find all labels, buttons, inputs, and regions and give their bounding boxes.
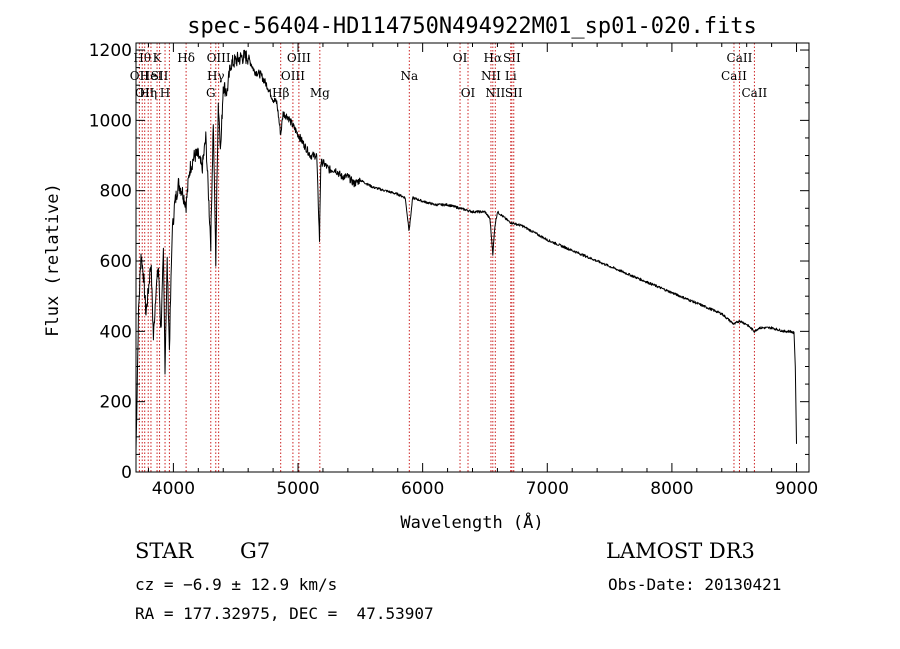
spectral-line-label: Hα [484,51,503,65]
x-tick-label: 5000 [276,479,319,499]
y-tick-label: 200 [100,393,132,413]
spectral-line-label: CaII [741,86,767,100]
spectral-line-label: Hδ [177,51,195,65]
chart-title: spec-56404-HD114750N494922M01_sp01-020.f… [187,14,757,39]
x-tick-label: 8000 [650,479,693,499]
spectral-line-label: NII [485,86,505,100]
spectral-line-label: Hη [139,86,157,100]
spectral-line-label: Mg [310,86,330,100]
y-tick-label: 400 [100,322,132,342]
spectral-line-label: OI [461,86,476,100]
redshift-readout: cz = −6.9 ± 12.9 km/s [135,575,338,594]
x-axis-label: Wavelength (Å) [400,511,543,533]
spectral-line-label: G [206,86,216,100]
spectral-line-label: OII [135,86,155,100]
y-tick-label: 1000 [89,111,132,131]
coordinates-readout: RA = 177.32975, DEC = 47.53907 [135,604,434,623]
survey-name: LAMOST DR3 [606,539,755,563]
y-tick-label: 600 [100,252,132,272]
x-tick-label: 7000 [526,479,569,499]
spectral-line-label: OI [453,51,468,65]
spectral-line-label: K [153,51,163,65]
spectral-line-label: Li [505,69,517,83]
spectrum-line [135,49,797,452]
y-tick-label: 1200 [89,41,132,61]
spectral-line-label: H [160,86,170,100]
spectral-line-label: CaII [727,51,753,65]
x-tick-label: 9000 [775,479,818,499]
observation-date: Obs-Date: 20130421 [608,575,782,594]
spectral-line-label: OIII [281,69,305,83]
spectral-subclass: G7 [240,539,271,563]
plot-frame [135,42,810,473]
y-tick-label: 0 [121,463,132,483]
y-axis-label: Flux (relative) [43,183,63,337]
y-tick-label: 800 [100,182,132,202]
plot-area: OIIHθOIIHηHeIKSIIHHδGHγOIIIHβOIIIOIIIMgN… [89,41,818,499]
object-class: STAR [135,539,194,563]
spectral-line-label: Na [400,69,418,83]
spectral-line-label: Hβ [272,86,289,100]
spectral-line-label: OIII [207,51,231,65]
spectral-line-label: Hθ [133,51,151,65]
spectral-line-label: OIII [287,51,311,65]
spectral-line-label: NII [481,69,501,83]
x-tick-label: 6000 [401,479,444,499]
spectral-line-label: SII [503,51,521,65]
spectral-line-label: CaII [721,69,747,83]
spectral-line-label: SII [151,69,169,83]
spectral-line-label: SII [505,86,523,100]
x-tick-label: 4000 [152,479,195,499]
spectral-line-label: Hγ [207,69,225,83]
